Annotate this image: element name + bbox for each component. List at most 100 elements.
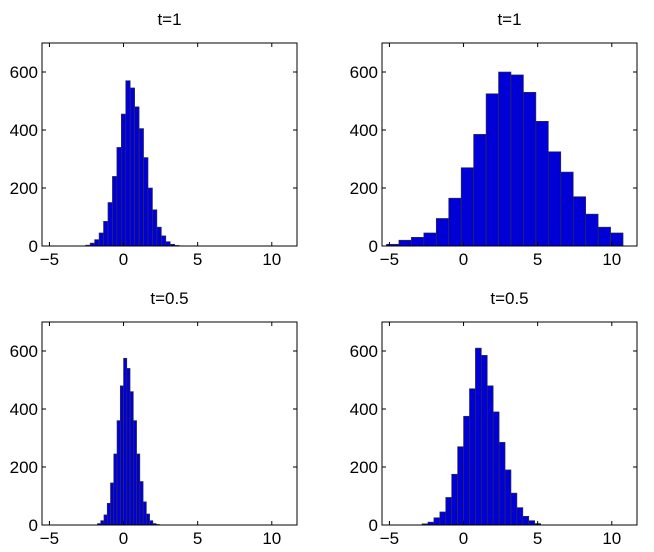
- histogram-bar: [134, 106, 140, 247]
- x-tick-label: 5: [533, 529, 542, 548]
- histogram-bar: [116, 420, 121, 526]
- histogram-bar: [439, 511, 447, 526]
- histogram-bar: [522, 515, 530, 526]
- histogram-bar: [451, 473, 458, 526]
- histogram-bar: [510, 74, 524, 247]
- histogram-bar: [523, 92, 537, 247]
- histogram-bar: [548, 151, 562, 247]
- axes-frame: [381, 321, 638, 526]
- histogram-bar: [129, 391, 134, 526]
- x-tick-label: 0: [119, 529, 128, 548]
- histogram-bar: [149, 520, 154, 526]
- x-tick-label: 10: [262, 529, 281, 548]
- histogram-bar: [481, 355, 488, 526]
- y-tick-label: 200: [10, 179, 38, 198]
- axes-frame: [41, 321, 298, 526]
- y-tick-label: 400: [350, 121, 378, 140]
- histogram-bar: [133, 420, 137, 526]
- y-tick-label: 400: [350, 400, 378, 419]
- histogram-bar: [116, 147, 122, 247]
- histogram-bar: [121, 113, 127, 247]
- histogram-bar: [136, 453, 141, 526]
- histogram-bar: [110, 482, 115, 526]
- histogram-bar: [610, 232, 624, 247]
- x-tick-label: −5: [380, 250, 399, 269]
- x-tick-label: 0: [119, 250, 128, 269]
- y-tick-label: 0: [29, 516, 38, 535]
- histogram-bar: [106, 502, 111, 526]
- histogram-bar: [129, 87, 135, 247]
- histogram-bar: [435, 218, 450, 247]
- x-tick-label: 10: [262, 250, 281, 269]
- histogram-bar: [165, 241, 171, 247]
- histogram-bar: [560, 171, 574, 247]
- histogram-bar: [103, 514, 108, 526]
- chart-title: t=1: [497, 10, 521, 29]
- y-tick-label: 600: [350, 342, 378, 361]
- histogram-bar: [469, 388, 476, 526]
- histogram-bar: [463, 415, 470, 526]
- histogram-bar: [423, 232, 437, 247]
- y-tick-label: 200: [350, 458, 378, 477]
- x-tick-label: 0: [459, 250, 468, 269]
- histogram-bar: [123, 357, 128, 526]
- histogram-bar: [143, 157, 149, 247]
- y-tick-label: 400: [10, 121, 38, 140]
- x-tick-label: −5: [40, 250, 59, 269]
- histogram-bar: [126, 368, 131, 526]
- x-tick-label: −5: [40, 529, 59, 548]
- histogram-bar: [94, 239, 100, 247]
- histogram-bar: [398, 239, 412, 247]
- histogram-bar: [445, 497, 452, 526]
- y-tick-label: 200: [10, 458, 38, 477]
- y-tick-label: 0: [29, 237, 38, 256]
- x-tick-label: 0: [459, 529, 468, 548]
- y-tick-label: 200: [350, 179, 378, 198]
- histogram-bar: [597, 226, 611, 247]
- histogram-bar: [139, 481, 144, 526]
- histogram-bar: [411, 237, 425, 247]
- histogram-bar: [100, 520, 105, 526]
- histogram-bar: [152, 209, 158, 247]
- chart-title: t=1: [157, 10, 181, 29]
- axes-frame: [381, 42, 638, 247]
- histogram-bar: [156, 226, 162, 247]
- histogram-bar: [433, 517, 441, 526]
- histogram-bar: [572, 196, 586, 247]
- histogram-bar: [485, 93, 499, 247]
- histogram-bar: [107, 202, 113, 247]
- histogram-bar: [535, 121, 549, 247]
- x-tick-label: 10: [602, 250, 621, 269]
- y-tick-label: 0: [369, 516, 378, 535]
- y-tick-label: 400: [10, 400, 38, 419]
- y-tick-label: 0: [369, 237, 378, 256]
- histogram-bar: [125, 80, 131, 247]
- histogram-bar: [516, 507, 524, 526]
- y-tick-label: 600: [10, 342, 38, 361]
- y-tick-label: 600: [350, 63, 378, 82]
- histogram-bar: [119, 385, 124, 526]
- x-tick-label: 5: [533, 250, 542, 269]
- y-tick-label: 600: [10, 63, 38, 82]
- histogram-bar: [585, 213, 599, 247]
- histogram-bar: [528, 520, 536, 526]
- histogram-bar: [146, 513, 150, 526]
- histogram-bar: [142, 501, 147, 526]
- histogram-bar: [473, 134, 487, 247]
- histogram-bar: [504, 469, 512, 526]
- histogram-bar: [113, 453, 118, 526]
- histogram-bar: [510, 492, 518, 526]
- histogram-bar: [492, 411, 500, 526]
- histogram-bar: [103, 221, 109, 247]
- x-tick-label: 10: [602, 529, 621, 548]
- axes-frame: [41, 42, 298, 247]
- histogram-bar: [475, 347, 482, 526]
- x-tick-label: −5: [380, 529, 399, 548]
- chart-title: t=0.5: [490, 289, 528, 308]
- histogram-bar: [98, 232, 104, 247]
